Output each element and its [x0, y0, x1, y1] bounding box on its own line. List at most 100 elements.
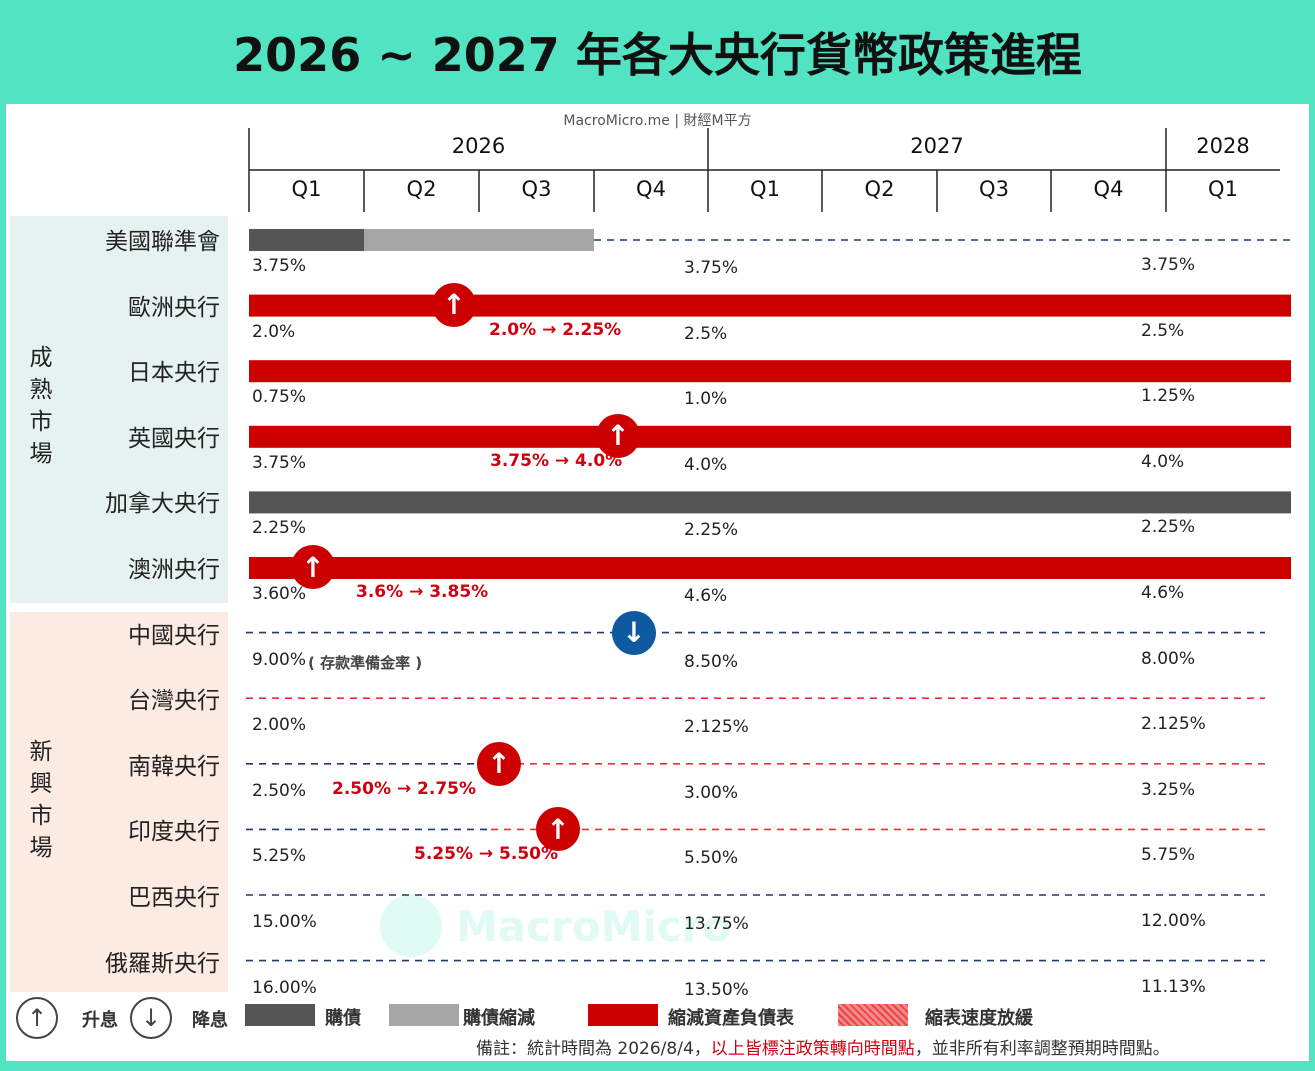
hike-legend-icon: ↑: [16, 997, 58, 1039]
rate-value: 4.0%: [684, 454, 728, 475]
rate-value: 3.75%: [252, 256, 307, 276]
rate-value: 16.00%: [252, 977, 317, 998]
rate-hike-icon: ↑: [596, 413, 640, 458]
rate-value: 5.25%: [252, 846, 307, 867]
bank-label: 英國央行: [128, 425, 220, 452]
bank-label: 加拿大央行: [105, 491, 220, 518]
bank-label: 歐洲央行: [128, 294, 220, 321]
rate-value: 4.6%: [1141, 583, 1185, 603]
rate-value: 4.6%: [684, 586, 728, 606]
rate-value: 3.75%: [684, 258, 739, 278]
header-quarter: Q3: [521, 177, 552, 201]
footnote-highlight: 以上皆標注政策轉向時間點: [710, 1039, 915, 1059]
bank-label: 印度央行: [128, 819, 220, 846]
rate-change-note: 2.50% → 2.75%: [332, 778, 477, 799]
rate-hike-icon: ↑: [536, 807, 580, 852]
header-quarter: Q3: [979, 177, 1009, 201]
policy-bar: [249, 425, 1291, 448]
policy-bar: [249, 294, 1291, 317]
bank-label: 中國央行: [128, 622, 220, 649]
bank-label: 台灣央行: [128, 688, 220, 715]
rate-value: 3.60%: [252, 584, 307, 604]
rate-cut-icon: ↓: [612, 610, 656, 655]
rate-value: 8.00%: [1141, 648, 1196, 669]
legend-qe-taper: 購債縮減: [463, 1008, 535, 1029]
page-title: 2026 ~ 2027 年各大央行貨幣政策進程: [233, 28, 1082, 82]
rate-value: 3.75%: [1141, 255, 1196, 275]
header-quarter: Q4: [1093, 177, 1124, 201]
rate-value: 2.5%: [684, 323, 728, 344]
rate-value: 3.25%: [1141, 779, 1196, 800]
rate-value: 8.50%: [684, 651, 739, 672]
rate-value: 2.50%: [252, 780, 307, 801]
macromicro-logo-icon: [380, 895, 442, 957]
legend-swatch-qe: [245, 1004, 315, 1026]
header-quarter: Q1: [750, 177, 780, 201]
rate-value: 5.50%: [684, 848, 739, 869]
legend-hike: 升息: [82, 1010, 118, 1031]
rate-value: 2.0%: [252, 321, 296, 342]
bank-label: 俄羅斯央行: [105, 950, 220, 977]
rate-value: 2.00%: [252, 715, 307, 736]
rate-subnote: ( 存款準備金率 ): [308, 653, 423, 672]
rate-value: 2.25%: [684, 520, 739, 541]
policy-bar: [249, 491, 1291, 514]
header-quarter: Q2: [406, 177, 437, 201]
legend-swatch-qt: [588, 1004, 658, 1026]
legend-swatch-qe-taper: [389, 1004, 459, 1026]
rate-hike-icon: ↑: [477, 741, 521, 786]
header-quarter: Q2: [864, 177, 895, 201]
group-label-emerging: 新興市場: [29, 739, 53, 861]
bank-label: 巴西央行: [128, 885, 220, 911]
policy-bar: [249, 557, 1291, 579]
rate-value: 4.0%: [1141, 451, 1185, 472]
legend-cut: 降息: [192, 1010, 228, 1031]
policy-bar: [249, 360, 1291, 383]
rate-value: 2.125%: [1141, 714, 1206, 735]
rate-value: 13.75%: [684, 914, 749, 934]
rate-value: 5.75%: [1141, 845, 1196, 866]
bank-label: 澳洲央行: [128, 557, 220, 583]
rate-value: 9.00%: [252, 649, 307, 670]
rate-value: 1.0%: [684, 389, 728, 410]
bank-label: 日本央行: [128, 360, 220, 387]
legend-qt: 縮減資產負債表: [668, 1008, 794, 1029]
watermark: MacroMicro: [380, 895, 731, 957]
rate-change-note: 3.6% → 3.85%: [356, 582, 489, 602]
header-year: 2026: [451, 134, 506, 158]
rate-value: 13.50%: [684, 979, 749, 1000]
policy-bar: [364, 229, 594, 251]
group-label-mature: 成熟市場: [29, 345, 53, 467]
legend-qt-slow: 縮表速度放緩: [925, 1008, 1033, 1029]
header-quarter: Q1: [1208, 177, 1238, 201]
rate-value: 2.5%: [1141, 320, 1185, 341]
rate-change-note: 3.75% → 4.0%: [490, 450, 623, 471]
rate-value: 11.13%: [1141, 976, 1206, 997]
mature-market-bg: [10, 216, 228, 603]
header-quarter: Q1: [291, 177, 322, 201]
bank-label: 美國聯準會: [105, 229, 220, 255]
header-quarter: Q4: [636, 177, 666, 201]
rate-value: 2.25%: [1141, 517, 1196, 538]
rate-value: 1.25%: [1141, 386, 1196, 407]
policy-bar: [249, 229, 364, 251]
rate-value: 2.125%: [684, 717, 749, 738]
cut-legend-icon: ↓: [130, 997, 172, 1039]
header-year: 2028: [1196, 134, 1250, 158]
rate-change-note: 5.25% → 5.50%: [414, 844, 559, 865]
watermark-text: MacroMicro: [456, 901, 732, 951]
rate-change-note: 2.0% → 2.25%: [489, 319, 622, 340]
rate-value: 12.00%: [1141, 911, 1206, 931]
rate-hike-icon: ↑: [432, 282, 476, 327]
footnote-prefix: 備註：統計時間為 2026/8/4，: [476, 1039, 711, 1059]
bank-label: 南韓央行: [128, 753, 220, 780]
footnote-suffix: ，並非所有利率調整預期時間點。: [914, 1039, 1170, 1059]
rate-value: 3.00%: [684, 782, 739, 803]
legend-swatch-qt-slow: [838, 1004, 908, 1026]
header-year: 2027: [910, 134, 964, 158]
rate-hike-icon: ↑: [291, 545, 335, 589]
footnote: 備註：統計時間為 2026/8/4，以上皆標注政策轉向時間點，並非所有利率調整預…: [476, 1034, 1170, 1059]
source-label: MacroMicro.me | 財經M平方: [563, 113, 752, 129]
rate-value: 15.00%: [252, 912, 317, 932]
